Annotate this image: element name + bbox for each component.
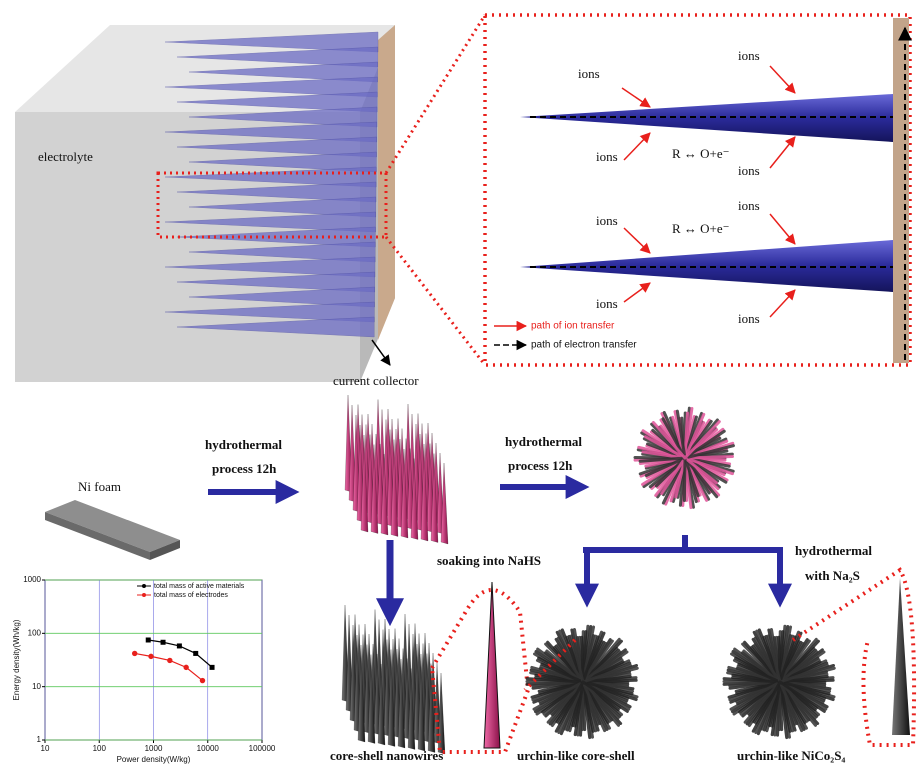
ion-label: ions bbox=[738, 198, 760, 213]
label: hydrothermal bbox=[505, 434, 582, 449]
ion-label: ions bbox=[738, 48, 760, 63]
zoom-line bbox=[386, 237, 485, 365]
label: process 12h bbox=[212, 461, 277, 476]
label: Ni foam bbox=[78, 479, 121, 494]
arrow bbox=[372, 340, 390, 365]
label: electrolyte bbox=[38, 149, 93, 164]
x-tick-label: 1000 bbox=[145, 744, 163, 753]
legend-text: path of ion transfer bbox=[531, 321, 615, 332]
collector bbox=[893, 18, 909, 363]
point bbox=[210, 665, 215, 670]
label: urchin-like core-shell bbox=[517, 748, 635, 763]
legend-text: path of electron transfer bbox=[531, 340, 637, 351]
zoom-panel bbox=[485, 15, 910, 365]
zoom-line bbox=[386, 15, 485, 173]
ion-label: ions bbox=[596, 213, 618, 228]
label: current collector bbox=[333, 373, 419, 388]
ion-label: ions bbox=[596, 149, 618, 164]
urchin bbox=[724, 626, 834, 737]
figure: electrolyte current collector ions ions io… bbox=[0, 0, 917, 766]
point bbox=[148, 654, 153, 659]
label: hydrothermal bbox=[205, 437, 282, 452]
label: with Na₂S bbox=[805, 568, 860, 583]
point bbox=[200, 678, 205, 683]
ion-label: ions bbox=[578, 66, 600, 81]
point bbox=[146, 637, 151, 642]
point bbox=[161, 640, 166, 645]
y-tick-label: 10 bbox=[32, 682, 41, 691]
legend-marker bbox=[142, 593, 146, 597]
point bbox=[132, 651, 137, 656]
point bbox=[183, 665, 188, 670]
equation: R ↔ O+e⁻ bbox=[672, 146, 730, 161]
label: urchin-like NiCo₂S₄ bbox=[737, 748, 845, 763]
x-tick-label: 100 bbox=[93, 744, 107, 753]
point bbox=[193, 651, 198, 656]
x-axis-label: Power density(W/kg) bbox=[117, 755, 191, 764]
branch-arrow bbox=[583, 535, 783, 597]
collector-side bbox=[378, 25, 395, 340]
y-tick-label: 1000 bbox=[23, 575, 41, 584]
urchin bbox=[635, 408, 733, 507]
point bbox=[167, 658, 172, 663]
single-wire bbox=[484, 582, 500, 748]
legend-text: total mass of active materials bbox=[154, 583, 245, 590]
y-axis-label: Energy density(Wh/kg) bbox=[12, 619, 21, 700]
y-tick-label: 1 bbox=[37, 735, 42, 744]
equation: R ↔ O+e⁻ bbox=[672, 221, 730, 236]
nanowire-array bbox=[345, 395, 448, 544]
legend-text: total mass of electrodes bbox=[154, 592, 228, 599]
urchin-spike bbox=[684, 458, 685, 500]
x-tick-label: 100000 bbox=[249, 744, 276, 753]
x-tick-label: 10000 bbox=[197, 744, 220, 753]
ion-label: ions bbox=[738, 163, 760, 178]
x-tick-label: 10 bbox=[41, 744, 50, 753]
nanowire-array bbox=[342, 605, 445, 754]
ion-label: ions bbox=[596, 296, 618, 311]
label: process 12h bbox=[508, 458, 573, 473]
urchin bbox=[527, 626, 637, 737]
y-tick-label: 100 bbox=[28, 628, 42, 637]
ion-label: ions bbox=[738, 311, 760, 326]
label: soaking into NaHS bbox=[437, 553, 541, 568]
zoom-outline bbox=[432, 590, 528, 752]
legend-marker bbox=[142, 584, 146, 588]
point bbox=[177, 643, 182, 648]
label: core-shell nanowires bbox=[330, 748, 443, 763]
label: hydrothermal bbox=[795, 543, 872, 558]
